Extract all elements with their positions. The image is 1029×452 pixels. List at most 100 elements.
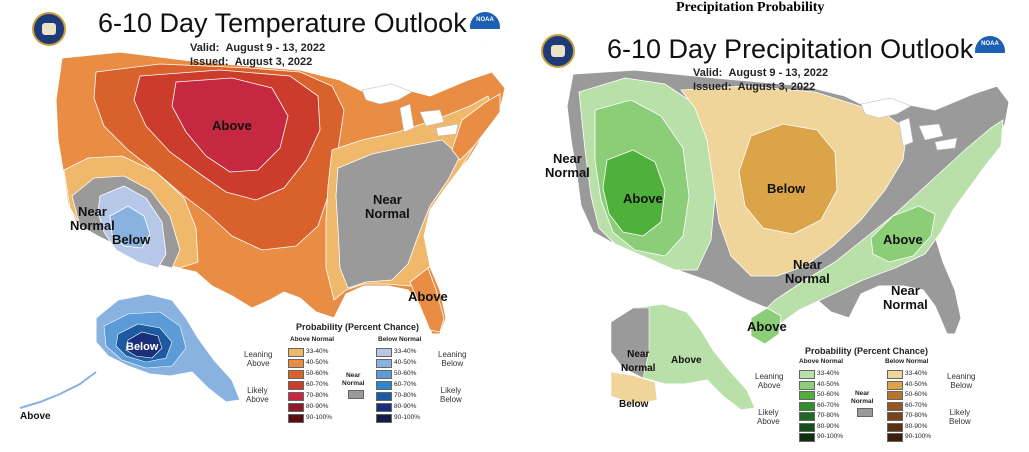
legend-below-label: 33-40% bbox=[394, 348, 417, 355]
legend-above-swatch bbox=[799, 412, 815, 421]
label-below-plains: Below bbox=[767, 181, 806, 196]
aleutian-islands bbox=[19, 371, 97, 409]
legend-leaning-below: Leaning Below bbox=[947, 372, 976, 390]
legend-title: Probability (Percent Chance) bbox=[296, 322, 420, 332]
great-lakes bbox=[361, 83, 459, 137]
legend-above-swatch bbox=[799, 401, 815, 411]
dept-of-commerce-seal-icon bbox=[541, 34, 575, 68]
legend-below-swatch bbox=[887, 422, 903, 432]
legend-above-label: 80-90% bbox=[306, 403, 329, 410]
legend-above-label: 33-40% bbox=[306, 348, 329, 355]
precipitation-title: 6-10 Day Precipitation Outlook bbox=[607, 34, 974, 64]
legend-above-label: 80-90% bbox=[817, 422, 840, 430]
legend-leaning-below: Leaning Below bbox=[438, 350, 467, 368]
legend-above-head: Above Normal bbox=[290, 336, 335, 343]
legend-above-swatch bbox=[288, 392, 304, 401]
legend-near-label: Near Normal bbox=[342, 372, 365, 387]
legend-above-swatch bbox=[288, 370, 304, 379]
legend-near-label: Near Normal bbox=[851, 390, 874, 405]
legend-above-label: 90-100% bbox=[817, 433, 844, 440]
legend-below-swatch bbox=[376, 414, 392, 423]
legend-above-swatch bbox=[799, 391, 815, 400]
label-near-normal-west: Near Normal bbox=[70, 204, 115, 233]
precipitation-legend: Probability (Percent Chance) Above Norma… bbox=[755, 344, 985, 448]
below-40-plains bbox=[738, 123, 838, 235]
temperature-map bbox=[19, 51, 506, 409]
top-caption: Precipitation Probability bbox=[676, 0, 825, 15]
legend-above-label: 50-60% bbox=[306, 370, 329, 377]
great-lakes bbox=[860, 97, 958, 151]
valid-label: Valid: bbox=[190, 42, 220, 54]
legend-above-label: 60-70% bbox=[306, 381, 329, 388]
legend-above-swatch bbox=[288, 414, 304, 423]
legend-likely-above: Likely Above bbox=[246, 386, 269, 404]
legend-below-swatch bbox=[376, 370, 392, 379]
noaa-logo-icon: NOAA bbox=[975, 36, 1005, 66]
issued-label: Issued: bbox=[190, 56, 229, 68]
legend-leaning-above: Leaning Above bbox=[755, 372, 784, 390]
noaa-text: NOAA bbox=[981, 41, 999, 47]
legend-above-label: 50-60% bbox=[817, 391, 840, 398]
noaa-text: NOAA bbox=[476, 17, 494, 23]
legend-below-label: 60-70% bbox=[394, 381, 417, 388]
legend-below-swatch bbox=[376, 359, 392, 368]
legend-above-swatch bbox=[288, 359, 304, 368]
precipitation-outlook-panel: 6-10 Day Precipitation Outlook Valid: Au… bbox=[515, 0, 1029, 452]
legend-below-swatch bbox=[887, 412, 903, 421]
legend-title: Probability (Percent Chance) bbox=[805, 346, 929, 356]
legend-below-swatch bbox=[376, 392, 392, 401]
legend-below-head: Below Normal bbox=[378, 336, 422, 343]
valid-value: August 9 - 13, 2022 bbox=[728, 67, 829, 79]
legend-below-swatch bbox=[376, 381, 392, 390]
legend-above-label: 40-50% bbox=[817, 380, 840, 388]
legend-below-label: 80-90% bbox=[905, 422, 928, 430]
noaa-wave-icon bbox=[470, 29, 500, 42]
label-above-north: Above bbox=[212, 118, 252, 133]
label-near-normal-south: Near Normal bbox=[785, 257, 830, 286]
legend-below-swatch bbox=[887, 433, 903, 442]
legend-likely-above: Likely Above bbox=[757, 408, 780, 426]
legend-below-label: 33-40% bbox=[905, 370, 928, 377]
legend-near-swatch bbox=[348, 390, 364, 399]
legend-leaning-above: Leaning Above bbox=[244, 350, 273, 368]
legend-likely-below: Likely Below bbox=[440, 386, 462, 404]
label-above-aleutians: Above bbox=[20, 411, 51, 422]
label-below-alaska: Below bbox=[126, 341, 159, 353]
legend-above-swatch bbox=[288, 403, 304, 412]
label-below-alaska: Below bbox=[619, 399, 649, 410]
dept-of-commerce-seal-icon bbox=[32, 12, 66, 46]
temperature-legend: Probability (Percent Chance) Above Norma… bbox=[244, 320, 474, 430]
legend-likely-below: Likely Below bbox=[949, 408, 971, 426]
precipitation-validity: Valid: August 9 - 13, 2022 Issued: Augus… bbox=[693, 66, 828, 94]
label-above-rockies: Above bbox=[623, 191, 663, 206]
legend-below-label: 70-80% bbox=[394, 392, 417, 399]
above-40-texas bbox=[750, 307, 782, 345]
label-above-east: Above bbox=[883, 232, 923, 247]
legend-below-label: 90-100% bbox=[394, 414, 421, 421]
legend-below-label: 80-90% bbox=[394, 403, 417, 410]
alaska-near-normal bbox=[610, 307, 650, 379]
legend-below-swatch bbox=[376, 348, 392, 357]
legend-above-label: 70-80% bbox=[306, 392, 329, 399]
label-near-normal-east: Near Normal bbox=[365, 192, 410, 221]
near-normal-east bbox=[335, 139, 461, 289]
legend-below-swatch bbox=[887, 401, 903, 411]
label-near-normal-west: Near Normal bbox=[545, 151, 590, 180]
alaska-below-80 bbox=[125, 331, 163, 359]
below-40-region bbox=[109, 205, 151, 249]
temperature-title: 6-10 Day Temperature Outlook bbox=[98, 8, 467, 38]
alaska-below-33 bbox=[610, 371, 658, 405]
temperature-validity: Valid: August 9 - 13, 2022 Issued: Augus… bbox=[190, 41, 325, 69]
legend-above-label: 70-80% bbox=[817, 412, 840, 419]
issued-value: August 3, 2022 bbox=[737, 81, 816, 93]
legend-above-swatch bbox=[799, 422, 815, 432]
valid-value: August 9 - 13, 2022 bbox=[225, 42, 326, 54]
legend-below-head: Below Normal bbox=[885, 358, 929, 365]
legend-above-head: Above Normal bbox=[799, 358, 844, 365]
issued-value: August 3, 2022 bbox=[234, 56, 313, 68]
label-above-alaska: Above bbox=[671, 355, 702, 366]
above-40-northeast bbox=[451, 93, 501, 161]
legend-above-swatch bbox=[799, 433, 815, 442]
legend-below-label: 50-60% bbox=[905, 391, 928, 398]
label-near-normal-southeast: Near Normal bbox=[883, 283, 928, 312]
